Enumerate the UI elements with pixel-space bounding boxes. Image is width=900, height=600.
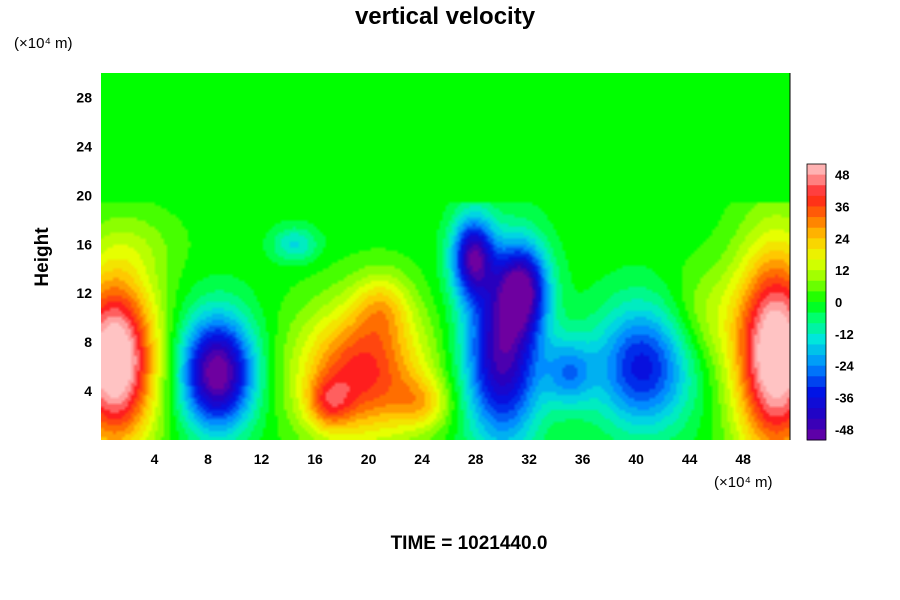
x-tick-label: 28: [468, 451, 484, 467]
colorbar-band: [807, 259, 826, 271]
colorbar-label: 0: [835, 295, 842, 310]
y-unit-label: (×10⁴ m): [14, 35, 73, 52]
x-tick-label: 16: [307, 451, 323, 467]
colorbar-band: [807, 291, 826, 303]
x-tick-label: 44: [682, 451, 698, 467]
colorbar-band: [807, 248, 826, 261]
colorbar-band: [807, 312, 826, 324]
y-tick-label: 24: [76, 138, 92, 154]
x-tick-label: 40: [628, 451, 644, 467]
colorbar-band: [807, 408, 826, 420]
velocity-field: [101, 73, 790, 440]
y-tick-label: 16: [76, 236, 92, 252]
colorbar-label: -36: [835, 391, 854, 406]
x-tick-label: 8: [204, 451, 212, 467]
colorbar-band: [807, 355, 826, 367]
colorbar-label: 24: [835, 231, 850, 246]
colorbar-band: [807, 270, 826, 282]
x-unit-label: (×10⁴ m): [714, 474, 773, 491]
x-tick-label: 48: [735, 451, 751, 467]
colorbar-label: -24: [835, 359, 855, 374]
x-tick-label: 12: [254, 451, 270, 467]
colorbar-label: 12: [835, 263, 849, 278]
plot-area: [101, 73, 791, 440]
y-tick-labels: 4 8 12 16 20 24 28: [76, 89, 92, 399]
colorbar-band: [807, 365, 826, 377]
y-tick-label: 4: [84, 383, 92, 399]
y-tick-label: 20: [76, 187, 92, 203]
colorbar-band: [807, 397, 826, 409]
colorbar-label: -12: [835, 327, 854, 342]
x-tick-label: 4: [151, 451, 159, 467]
colorbar-band: [807, 217, 826, 229]
x-tick-label: 24: [414, 451, 430, 467]
colorbar-band: [807, 302, 826, 314]
x-tick-labels: 4 8 12 16 20 24 28 32 36 40 44 48: [151, 451, 752, 467]
time-footer: TIME = 1021440.0: [391, 533, 548, 554]
colorbar-band: [807, 376, 826, 388]
y-tick-label: 12: [76, 285, 92, 301]
colorbar-label: 48: [835, 168, 849, 183]
colorbar-band: [807, 174, 826, 186]
colorbar-band: [807, 418, 826, 430]
colorbar: 48 36 24 12 0 -12 -24 -36 -48: [806, 163, 855, 441]
x-tick-label: 36: [575, 451, 591, 467]
colorbar-label: -48: [835, 422, 854, 437]
colorbar-band: [807, 238, 826, 250]
colorbar-band: [807, 227, 826, 239]
colorbar-band: [807, 386, 826, 399]
chart-title: vertical velocity: [355, 3, 536, 30]
x-tick-label: 20: [361, 451, 377, 467]
x-tick-label: 32: [521, 451, 537, 467]
colorbar-band: [807, 185, 826, 197]
colorbar-band: [807, 280, 826, 292]
colorbar-band: [807, 195, 826, 207]
colorbar-band: [807, 323, 826, 335]
colorbar-band: [807, 333, 826, 345]
colorbar-band: [807, 206, 826, 218]
y-tick-label: 28: [76, 89, 92, 105]
y-tick-label: 8: [84, 334, 92, 350]
colorbar-band: [807, 344, 826, 356]
colorbar-band: [807, 164, 826, 176]
colorbar-band: [807, 429, 826, 441]
y-axis-label: Height: [32, 227, 53, 287]
colorbar-border: [806, 163, 827, 441]
colorbar-label: 36: [835, 199, 849, 214]
